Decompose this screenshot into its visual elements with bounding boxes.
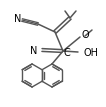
Text: C: C — [64, 48, 70, 58]
Text: O: O — [82, 30, 90, 40]
Text: N: N — [30, 46, 38, 56]
Text: N: N — [14, 14, 22, 24]
Text: OH: OH — [83, 48, 98, 58]
